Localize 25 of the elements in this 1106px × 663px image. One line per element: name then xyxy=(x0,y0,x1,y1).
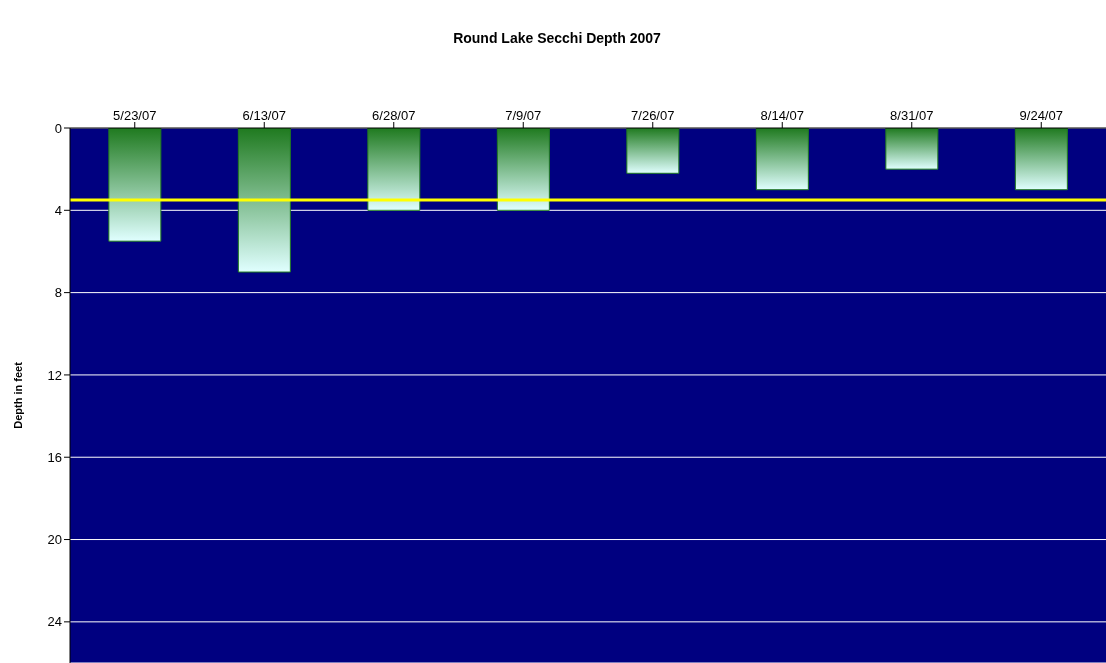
bar xyxy=(755,128,809,191)
y-tick-label: 0 xyxy=(54,120,62,136)
x-tick-label: 9/24/07 xyxy=(1019,108,1063,123)
bar xyxy=(367,128,421,211)
bar xyxy=(237,128,291,273)
bar xyxy=(885,128,939,170)
x-tick-label: 7/9/07 xyxy=(505,108,542,123)
chart-title: Round Lake Secchi Depth 2007 xyxy=(452,29,662,48)
x-tick-label: 8/31/07 xyxy=(890,108,934,123)
x-tick-label: 5/23/07 xyxy=(113,108,157,123)
x-tick-label: 6/13/07 xyxy=(242,108,286,123)
bar xyxy=(626,128,680,174)
y-tick-label: 20 xyxy=(47,532,62,548)
x-tick-label: 8/14/07 xyxy=(760,108,804,123)
x-tick-label: 7/26/07 xyxy=(631,108,675,123)
x-tick-label: 6/28/07 xyxy=(372,108,416,123)
y-tick-label: 12 xyxy=(47,367,62,383)
y-axis-title: Depth in feet xyxy=(11,361,24,429)
bar xyxy=(1014,128,1068,191)
y-tick-label: 8 xyxy=(54,285,62,301)
y-tick-label: 24 xyxy=(47,614,62,630)
y-tick-label: 4 xyxy=(54,202,62,218)
bar xyxy=(496,128,550,211)
y-tick-label: 16 xyxy=(47,449,62,465)
bar xyxy=(108,128,162,242)
